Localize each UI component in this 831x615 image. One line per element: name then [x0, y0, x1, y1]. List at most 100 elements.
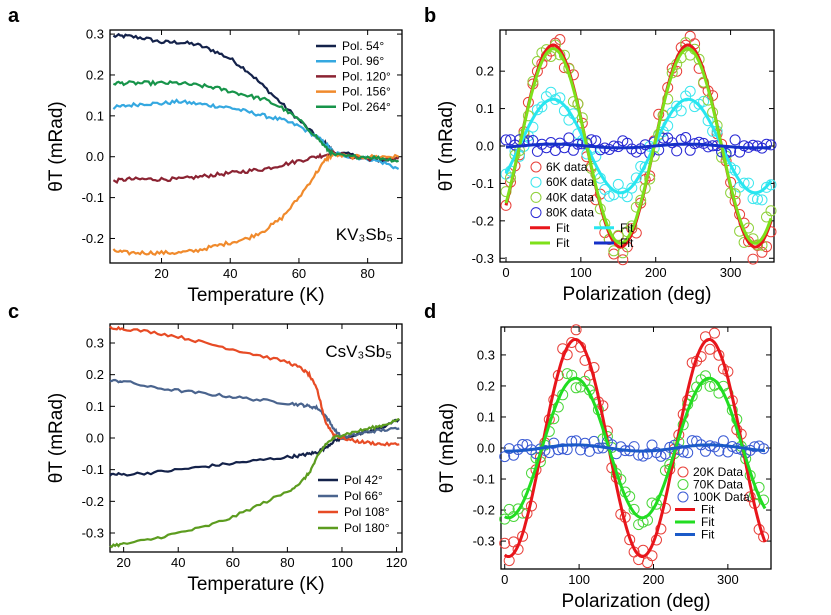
data-marker-1	[675, 105, 687, 117]
data-marker-1	[698, 95, 710, 107]
legend-marker-0	[677, 466, 689, 478]
x-tick-label: 40	[223, 266, 237, 281]
fit-line-1	[504, 376, 767, 520]
x-tick-label: 0	[502, 265, 509, 280]
legend-label-3: 80K data	[546, 206, 594, 220]
x-tick-label: 20	[154, 266, 168, 281]
legend-fit-label-3: Fit	[620, 236, 634, 250]
data-marker-2	[646, 439, 658, 451]
data-marker-1	[561, 368, 573, 380]
data-marker-1	[752, 193, 763, 205]
x-tick-label: 200	[643, 572, 665, 587]
y-tick-label: 0.2	[86, 67, 104, 82]
y-tick-label: 0.2	[476, 64, 494, 79]
legend-label-1: Pol 66°	[344, 489, 383, 503]
y-tick-label: 0.0	[476, 139, 494, 154]
compound-annotation: KV₃Sb₅	[336, 225, 393, 244]
fit-line-2	[504, 443, 766, 453]
legend-label-2: Pol 108°	[344, 505, 390, 519]
panel-b-chart: 0 100 200 300 -0.3 -0.2 -0.1 0.0 0.1 0.2 Polarizat…	[436, 29, 777, 305]
fit-line-2	[504, 47, 773, 245]
panel-letter-a: a	[8, 5, 20, 27]
data-marker-3	[680, 132, 692, 143]
y-axis-label: θT (mRad)	[437, 403, 458, 493]
panel-a-chart: 20 40 60 80 -0.2 -0.1 0.0 0.1 0.2 0.3 Temperature …	[46, 27, 403, 306]
x-tick-label: 100	[568, 572, 590, 587]
data-marker-3	[738, 140, 750, 152]
plot-frame	[109, 29, 403, 264]
data-marker-0	[617, 254, 629, 266]
data-marker-0	[704, 343, 716, 355]
legend-fit-label-1: Fit	[701, 515, 715, 529]
data-marker-1	[570, 382, 582, 394]
x-tick-label: 80	[280, 555, 294, 570]
legend-marker-1	[530, 176, 542, 188]
legend-marker-1	[677, 479, 689, 490]
legend-marker-3	[530, 207, 542, 219]
x-tick-label: 60	[226, 555, 240, 570]
data-marker-0	[499, 537, 511, 549]
y-tick-label: -0.2	[82, 494, 104, 509]
y-tick-label: 0.0	[477, 441, 495, 456]
data-marker-0	[747, 253, 759, 265]
panel-letter-b: b	[424, 5, 436, 27]
y-tick-label: 0.3	[86, 27, 104, 42]
x-tick-label: 120	[386, 555, 408, 570]
fit-line-1	[504, 97, 773, 195]
data-marker-1	[626, 182, 638, 194]
series-line-0	[109, 418, 401, 477]
x-tick-label: 100	[331, 555, 353, 570]
y-tick-label: 0.1	[476, 101, 494, 116]
series-line-0	[112, 32, 400, 163]
data-marker-3	[531, 145, 543, 157]
legend-label-0: 6K data	[546, 160, 588, 174]
x-tick-label: 60	[292, 266, 306, 281]
fit-line-3	[505, 142, 772, 150]
data-marker-0	[608, 248, 620, 260]
y-tick-label: 0.1	[86, 108, 104, 123]
legend-fit-label-1: Fit	[620, 221, 634, 235]
x-axis-label: Polarization (deg)	[562, 591, 711, 612]
data-marker-2	[749, 441, 761, 453]
y-tick-label: -0.1	[472, 176, 494, 191]
series-line-3	[109, 417, 400, 549]
y-tick-label: -0.1	[82, 462, 104, 477]
y-tick-label: 0.3	[477, 347, 495, 362]
data-marker-3	[729, 134, 741, 146]
data-marker-1	[603, 190, 615, 202]
panel-d-chart: 0 100 200 300 -0.3 -0.2 -0.1 0.0 0.1 0.2 0.3 Polari…	[437, 324, 772, 612]
data-marker-1	[651, 498, 662, 510]
x-tick-label: 300	[717, 572, 739, 587]
y-tick-label: 0.2	[477, 378, 495, 393]
legend-label-3: Pol 180°	[344, 521, 390, 535]
data-marker-3	[671, 145, 683, 157]
legend: Pol 42° Pol 66° Pol 108° Pol 180°	[318, 473, 390, 535]
x-tick-label: 20	[116, 555, 130, 570]
y-tick-label: 0.3	[86, 336, 104, 351]
data-marker-3	[761, 138, 772, 150]
legend-marker-2	[530, 191, 542, 203]
legend-fit-label-0: Fit	[556, 221, 570, 235]
data-marker-3	[563, 132, 575, 144]
y-tick-label: -0.3	[82, 526, 104, 541]
legend-label-1: 70K Data	[693, 478, 743, 492]
data-marker-1	[704, 380, 716, 392]
legend-fit-label-2: Fit	[556, 236, 570, 250]
y-tick-label: -0.3	[472, 251, 494, 266]
y-tick-label: 0.0	[86, 431, 104, 446]
data-marker-2	[557, 443, 569, 455]
y-tick-label: 0.1	[477, 409, 495, 424]
legend-marker-0	[530, 161, 542, 173]
data-marker-2	[713, 445, 725, 457]
data-marker-3	[608, 140, 620, 152]
legend-marker-2	[677, 491, 689, 503]
series-line-1	[109, 378, 400, 441]
series-line-2	[109, 325, 400, 447]
series-line-4	[113, 79, 399, 163]
data-marker-3	[594, 144, 606, 156]
x-tick-label: 80	[360, 266, 374, 281]
y-tick-label: 0.0	[86, 149, 104, 164]
